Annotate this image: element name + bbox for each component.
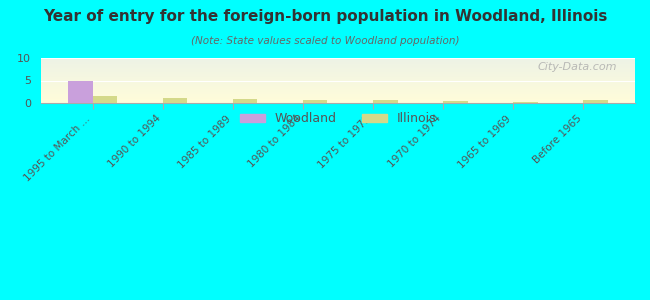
Bar [373,100,398,103]
Bar [41,98,635,99]
Bar [41,74,635,75]
Bar [41,67,635,68]
Bar [68,80,92,103]
Bar [41,75,635,76]
Bar [41,80,635,81]
Bar [41,72,635,73]
Bar [41,89,635,90]
Bar [41,73,635,74]
Bar [41,93,635,94]
Bar [41,96,635,97]
Text: Year of entry for the foreign-born population in Woodland, Illinois: Year of entry for the foreign-born popul… [43,9,607,24]
Bar [41,64,635,65]
Bar [41,69,635,70]
Bar [41,94,635,95]
Bar [41,63,635,64]
Bar [41,71,635,72]
Text: City-Data.com: City-Data.com [538,61,618,72]
Bar [514,102,538,103]
Bar [41,90,635,91]
Bar [41,95,635,96]
Bar [41,68,635,69]
Bar [303,100,328,103]
Bar [41,59,635,60]
Bar [162,98,187,103]
Bar [41,83,635,84]
Bar [41,66,635,67]
Bar [584,100,608,103]
Bar [41,88,635,89]
Bar [41,101,635,102]
Bar [41,78,635,79]
Bar [41,102,635,103]
Bar [41,60,635,61]
Bar [41,81,635,82]
Legend: Woodland, Illinois: Woodland, Illinois [235,107,441,130]
Bar [41,77,635,78]
Bar [41,87,635,88]
Bar [41,100,635,101]
Bar [41,70,635,71]
Bar [41,92,635,93]
Bar [41,79,635,80]
Bar [233,99,257,103]
Bar [41,62,635,63]
Bar [41,61,635,62]
Bar [41,65,635,66]
Bar [41,91,635,92]
Bar [41,86,635,87]
Bar [41,97,635,98]
Bar [41,76,635,77]
Bar [41,99,635,100]
Bar [92,96,117,103]
Bar [41,84,635,85]
Bar [41,85,635,86]
Bar [443,101,468,103]
Bar [41,58,635,59]
Bar [41,82,635,83]
Text: (Note: State values scaled to Woodland population): (Note: State values scaled to Woodland p… [190,36,460,46]
